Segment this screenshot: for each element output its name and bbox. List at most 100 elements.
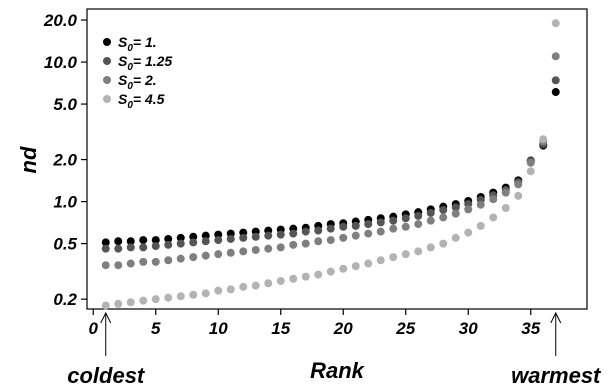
data-point-series-4 bbox=[314, 270, 323, 279]
data-point-series-2 bbox=[276, 230, 285, 239]
data-point-series-1 bbox=[139, 236, 148, 245]
annotation-arrowhead bbox=[550, 311, 562, 324]
data-point-series-2 bbox=[126, 243, 135, 252]
data-point-series-3 bbox=[214, 250, 223, 259]
data-point-series-2 bbox=[164, 240, 173, 249]
data-point-series-4 bbox=[289, 274, 298, 283]
data-point-series-3 bbox=[426, 216, 435, 225]
data-point-series-2 bbox=[439, 206, 448, 215]
data-point-series-1 bbox=[114, 237, 123, 246]
data-point-series-4 bbox=[251, 281, 260, 290]
y-tick-label: 0.2 bbox=[53, 290, 77, 309]
data-point-series-2 bbox=[426, 208, 435, 217]
data-point-series-3 bbox=[476, 200, 485, 209]
data-points bbox=[101, 19, 560, 310]
data-point-series-4 bbox=[351, 262, 360, 271]
data-point-series-3 bbox=[501, 188, 510, 197]
data-point-series-2 bbox=[101, 244, 110, 253]
data-point-series-3 bbox=[551, 52, 560, 61]
data-point-series-2 bbox=[351, 221, 360, 230]
data-point-series-4 bbox=[451, 233, 460, 242]
data-point-series-3 bbox=[189, 253, 198, 262]
x-tick-label: 15 bbox=[271, 319, 290, 338]
data-point-series-2 bbox=[314, 226, 323, 235]
data-point-series-3 bbox=[489, 195, 498, 204]
x-tick-label: 25 bbox=[395, 319, 415, 338]
annotation-label-coldest: coldest bbox=[67, 363, 146, 387]
data-point-series-1 bbox=[126, 237, 135, 246]
x-tick-label: 20 bbox=[333, 319, 353, 338]
data-point-series-3 bbox=[326, 236, 335, 245]
data-point-series-4 bbox=[239, 282, 248, 291]
data-point-series-1 bbox=[101, 238, 110, 247]
data-point-series-4 bbox=[326, 267, 335, 276]
legend-label-3: S0= 2. bbox=[118, 72, 157, 92]
data-point-series-4 bbox=[401, 250, 410, 259]
data-point-series-3 bbox=[226, 248, 235, 257]
y-axis-title: nd bbox=[16, 146, 41, 173]
legend-marker-4 bbox=[103, 95, 111, 103]
legend-marker-2 bbox=[103, 57, 111, 65]
legend-label-2: S0= 1.25 bbox=[118, 53, 172, 73]
plot-frame bbox=[86, 8, 588, 310]
data-point-series-4 bbox=[301, 272, 310, 281]
data-point-series-4 bbox=[514, 191, 523, 200]
data-point-series-2 bbox=[139, 243, 148, 252]
data-point-series-2 bbox=[376, 218, 385, 227]
data-point-series-1 bbox=[551, 88, 560, 97]
y-tick-label: 5.0 bbox=[53, 95, 77, 114]
annotations: coldest warmest bbox=[67, 311, 602, 387]
annotation-label-warmest: warmest bbox=[511, 363, 602, 387]
data-point-series-4 bbox=[489, 213, 498, 222]
data-point-series-2 bbox=[414, 211, 423, 220]
data-point-series-4 bbox=[276, 276, 285, 285]
data-point-series-4 bbox=[189, 290, 198, 299]
x-tick-label: 35 bbox=[521, 319, 540, 338]
data-point-series-3 bbox=[464, 205, 473, 214]
data-point-series-4 bbox=[364, 259, 373, 268]
data-point-series-2 bbox=[264, 231, 273, 240]
y-tick-label: 0.5 bbox=[53, 235, 77, 254]
data-point-series-3 bbox=[414, 220, 423, 229]
data-point-series-1 bbox=[214, 230, 223, 239]
data-point-series-3 bbox=[351, 231, 360, 240]
x-tick-label: 10 bbox=[209, 319, 228, 338]
y-tick-label: 10.0 bbox=[44, 53, 78, 72]
data-point-series-4 bbox=[126, 298, 135, 307]
data-point-series-3 bbox=[164, 256, 173, 265]
data-point-series-2 bbox=[201, 237, 210, 246]
data-point-series-3 bbox=[276, 243, 285, 252]
data-point-series-4 bbox=[164, 293, 173, 302]
data-point-series-4 bbox=[551, 19, 560, 28]
data-point-series-4 bbox=[151, 295, 160, 304]
data-point-series-4 bbox=[176, 292, 185, 301]
data-point-series-2 bbox=[339, 222, 348, 231]
data-point-series-2 bbox=[151, 242, 160, 251]
data-point-series-4 bbox=[439, 239, 448, 248]
x-tick-label: 5 bbox=[151, 319, 161, 338]
data-point-series-1 bbox=[201, 231, 210, 240]
data-point-series-3 bbox=[114, 261, 123, 270]
data-point-series-3 bbox=[289, 240, 298, 249]
data-point-series-2 bbox=[451, 203, 460, 212]
data-point-series-3 bbox=[439, 213, 448, 222]
data-point-series-3 bbox=[126, 259, 135, 268]
data-point-series-3 bbox=[176, 254, 185, 263]
x-axis-title: Rank bbox=[310, 358, 366, 383]
legend-label-1: S0= 1. bbox=[118, 34, 157, 54]
data-point-series-3 bbox=[314, 237, 323, 246]
data-point-series-2 bbox=[401, 214, 410, 223]
data-point-series-1 bbox=[189, 232, 198, 241]
data-point-series-3 bbox=[264, 244, 273, 253]
data-point-series-3 bbox=[451, 209, 460, 218]
legend-marker-3 bbox=[103, 76, 111, 84]
data-point-series-4 bbox=[426, 243, 435, 252]
data-point-series-3 bbox=[139, 257, 148, 266]
data-point-series-3 bbox=[251, 246, 260, 254]
data-point-series-2 bbox=[189, 238, 198, 247]
data-point-series-2 bbox=[114, 244, 123, 253]
data-point-series-2 bbox=[226, 234, 235, 243]
data-point-series-4 bbox=[501, 203, 510, 212]
data-point-series-2 bbox=[176, 239, 185, 248]
